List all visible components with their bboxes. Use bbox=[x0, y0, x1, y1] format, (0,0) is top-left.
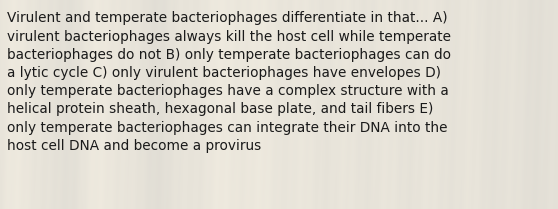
Text: Virulent and temperate bacteriophages differentiate in that... A)
virulent bacte: Virulent and temperate bacteriophages di… bbox=[7, 11, 451, 153]
